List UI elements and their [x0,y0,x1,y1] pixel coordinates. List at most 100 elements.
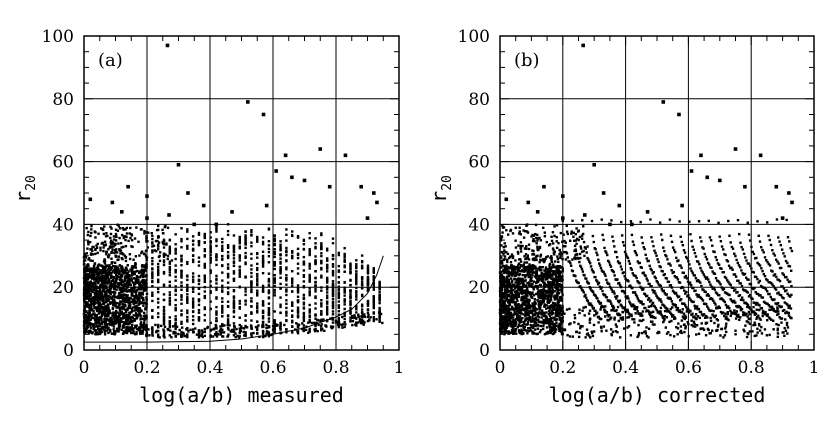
cloud-point-b [506,233,510,236]
cloud-point-a [180,271,183,275]
cloud-point-b [528,293,531,296]
cloud-point-a [88,240,92,244]
cloud-point-b [505,308,508,311]
cloud-point-a [191,248,195,252]
cloud-point-a [182,333,185,336]
cloud-point-a [191,322,195,326]
cloud-point-b [514,300,517,304]
cloud-point-b [501,292,505,295]
cloud-point-a [232,302,236,305]
cloud-point-b [503,269,507,273]
data-point-a [167,213,171,217]
cloud-point-a [97,319,101,323]
cloud-point-a [87,332,91,335]
cloud-point-a [197,256,201,259]
cloud-point-b [521,316,524,320]
cloud-point-a [123,298,126,301]
cloud-point-a [119,300,122,303]
cloud-point-a [372,286,375,289]
cloud-point-a [329,325,333,328]
cloud-point-a [145,327,148,330]
cloud-point-a [285,311,288,315]
cloud-point-a [349,270,352,273]
cloud-point-a [127,314,130,317]
cloud-point-b [549,281,552,284]
cloud-point-b [551,279,555,283]
cloud-point-a [261,330,265,334]
cloud-point-b [513,290,517,294]
cloud-point-a [145,314,148,318]
cloud-point-a [119,241,123,245]
cloud-point-a [124,255,128,259]
cloud-point-b [537,293,540,297]
cloud-point-a [279,287,282,290]
cloud-point-b [562,245,565,248]
cloud-point-b [548,262,552,266]
cloud-point-a [244,293,247,297]
cloud-point-a [99,327,102,330]
cloud-point-a [90,268,93,272]
cloud-point-a [203,265,207,268]
cloud-point-a [226,315,230,318]
cloud-point-a [131,292,134,295]
cloud-point-b [533,300,536,304]
cloud-point-a [135,274,139,278]
cloud-point-a [120,310,123,314]
cloud-point-a [122,269,125,272]
cloud-point-a [187,330,190,333]
data-point-a [145,194,149,198]
cloud-point-a [122,293,126,296]
cloud-point-a [221,311,224,314]
cloud-point-a [285,302,288,306]
cloud-point-a [244,234,247,237]
cloud-point-a [162,259,166,262]
cloud-point-a [102,282,105,285]
cloud-point-a [102,232,106,236]
cloud-point-a [337,304,341,307]
cloud-point-a [88,275,92,278]
cloud-point-a [129,297,133,300]
cloud-point-a [142,268,145,272]
cloud-point-a [192,330,195,334]
cloud-point-a [349,319,352,322]
cloud-point-a [136,327,139,331]
cloud-point-a [110,240,113,244]
cloud-point-a [267,307,271,310]
cloud-point-a [240,326,243,330]
cloud-point-a [95,266,99,270]
cloud-point-a [137,271,141,275]
cloud-point-a [166,257,169,261]
cloud-point-a [128,302,132,305]
cloud-point-a [215,330,218,334]
cloud-point-a [203,232,207,236]
cloud-point-a [107,294,111,298]
cloud-point-a [279,262,282,265]
cloud-point-a [151,294,154,297]
cloud-point-b [513,294,517,297]
cloud-point-a [221,300,224,303]
cloud-point-a [186,260,189,264]
cloud-point-b [502,252,505,255]
cloud-point-b [525,247,528,250]
cloud-point-a [130,277,133,280]
cloud-point-a [168,280,172,284]
cloud-point-a [128,322,131,325]
cloud-point-a [113,282,117,285]
cloud-point-a [132,270,135,274]
cloud-point-a [86,326,89,330]
cloud-point-a [106,277,109,280]
cloud-point-a [145,234,148,238]
cloud-point-a [117,225,121,228]
cloud-point-b [515,295,518,299]
cloud-point-a [203,330,207,334]
cloud-point-a [349,283,352,287]
cloud-point-a [139,317,142,320]
cloud-point-b [539,324,543,328]
cloud-point-a [134,325,137,328]
cloud-point-a [343,303,346,306]
cloud-point-a [102,277,105,280]
cloud-point-a [156,248,160,251]
cloud-point-a [191,310,195,314]
cloud-point-a [92,288,96,292]
cloud-point-a [85,321,88,324]
